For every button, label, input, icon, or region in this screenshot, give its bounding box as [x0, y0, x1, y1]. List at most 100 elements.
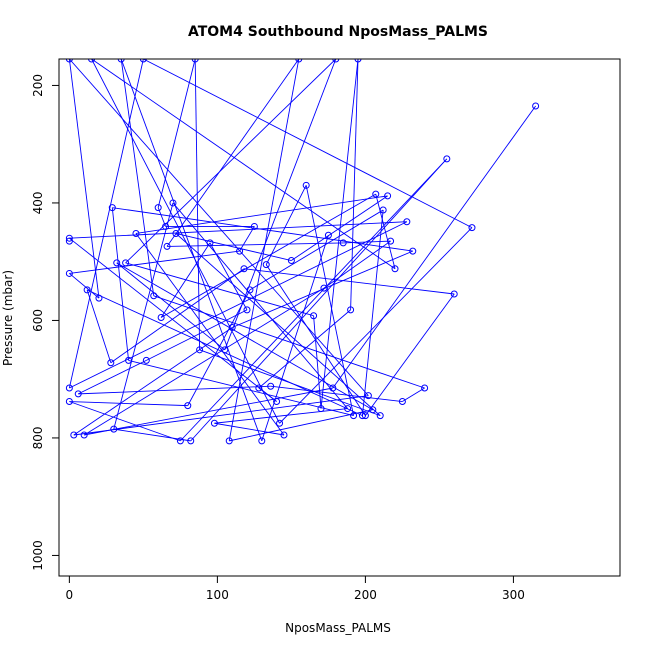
data-point: [157, 314, 165, 321]
series-segment: [120, 59, 263, 442]
series-segment: [167, 242, 344, 247]
series-segment: [279, 227, 473, 424]
data-point: [344, 405, 352, 413]
data-point: [287, 257, 295, 265]
series-segment: [78, 385, 271, 395]
data-point: [384, 192, 392, 200]
data-point: [310, 312, 318, 320]
chart-title: ATOM4 Southbound NposMass_PALMS: [188, 24, 488, 40]
series-segment: [323, 240, 391, 289]
series-segment: [224, 59, 337, 350]
data-point: [169, 199, 177, 207]
series-segment: [135, 195, 388, 234]
series-segment: [112, 207, 413, 252]
data-point: [83, 286, 91, 294]
series-segment: [78, 359, 147, 395]
data-point: [358, 412, 366, 420]
series-segment: [86, 289, 112, 363]
x-tick-label: 300: [502, 588, 525, 602]
series-segment: [172, 202, 348, 409]
y-axis-label: Pressure (mbar): [1, 270, 15, 366]
y-tick-label: 400: [31, 191, 45, 214]
data-point: [139, 59, 147, 63]
data-point: [387, 237, 395, 245]
data-point: [88, 59, 96, 63]
data-point: [379, 206, 387, 214]
data-point: [369, 406, 377, 414]
data-point: [354, 59, 362, 63]
x-axis: 0 100 200 300: [66, 576, 525, 602]
data-point: [172, 229, 180, 237]
data-point: [108, 204, 116, 212]
series-segment: [73, 327, 233, 436]
data-point: [187, 437, 195, 445]
data-point: [391, 265, 399, 273]
series-segment: [261, 235, 329, 442]
data-point: [332, 59, 340, 63]
data-point: [154, 204, 162, 212]
data-point: [240, 265, 248, 273]
x-tick-label: 0: [66, 588, 74, 602]
series-segment: [214, 408, 348, 424]
series-segment: [402, 387, 425, 402]
series-segment: [249, 209, 384, 291]
plot-frame: [58, 58, 621, 577]
data-point: [372, 190, 380, 198]
data-point: [184, 402, 192, 410]
data-point: [74, 390, 82, 398]
series-segment: [69, 250, 240, 274]
data-point: [421, 384, 429, 392]
data-point: [403, 218, 411, 226]
series-segment: [73, 395, 369, 436]
series-segment: [111, 207, 130, 361]
series-segment: [69, 221, 407, 239]
data-point: [236, 247, 244, 255]
data-point: [142, 356, 150, 364]
series-segment: [69, 401, 181, 442]
series-segment: [166, 59, 300, 247]
series-segment: [190, 158, 448, 442]
data-point: [450, 290, 458, 298]
series-segment: [361, 209, 384, 416]
series-segment: [375, 194, 396, 269]
data-point: [302, 181, 310, 189]
data-point: [317, 405, 325, 413]
series-segment: [175, 233, 292, 261]
data-point: [163, 242, 171, 250]
data-point: [468, 224, 476, 232]
series-segment: [69, 237, 277, 402]
data-point: [364, 392, 372, 400]
data-point: [280, 431, 288, 439]
y-tick-label: 800: [31, 426, 45, 449]
series-segment: [68, 59, 144, 389]
series-segment: [143, 59, 473, 229]
series-segment: [265, 185, 307, 265]
data-point: [122, 259, 130, 267]
series-segment: [258, 309, 351, 389]
data-point: [117, 59, 125, 63]
data-point: [443, 155, 451, 163]
series-segment: [69, 59, 369, 396]
series-segment: [91, 59, 396, 270]
data-point: [110, 425, 118, 433]
y-tick-label: 1000: [31, 540, 45, 571]
data-point: [191, 59, 199, 63]
data-point: [80, 431, 88, 439]
data-point: [225, 437, 233, 445]
data-point: [320, 284, 328, 292]
data-point: [132, 229, 140, 237]
data-point: [65, 398, 73, 406]
series-segment: [180, 158, 448, 442]
series-segment: [229, 409, 373, 442]
series-segment: [270, 385, 403, 402]
data-point: [107, 359, 115, 367]
series-segment: [194, 59, 201, 350]
series-segment: [125, 262, 314, 317]
data-point: [196, 346, 204, 354]
series-segment: [120, 59, 155, 296]
series-segment: [128, 359, 354, 417]
data-point: [176, 437, 184, 445]
data-point: [295, 59, 303, 63]
data-point: [350, 412, 358, 420]
series-segment: [320, 59, 359, 409]
